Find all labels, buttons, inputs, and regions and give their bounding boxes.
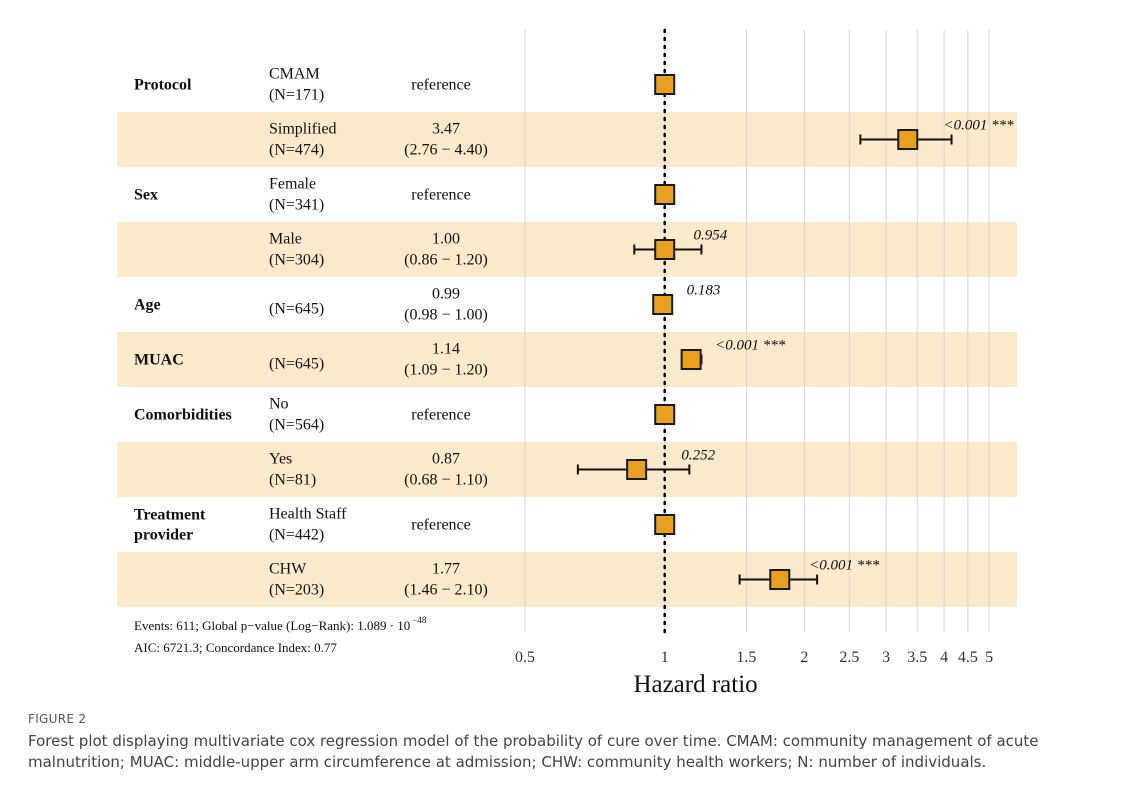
- ci-value: (0.98 − 1.00): [404, 307, 488, 324]
- level-label: CMAM: [269, 66, 320, 83]
- hr-marker: [769, 569, 791, 590]
- level-label: CHW: [269, 561, 307, 578]
- footnote-events: Events: 611; Global p−value (Log−Rank): …: [134, 618, 410, 633]
- p-value: <0.001 ***: [715, 338, 786, 354]
- level-label: Female: [269, 176, 316, 193]
- hr-marker: [654, 514, 676, 535]
- n-label: (N=564): [269, 417, 324, 434]
- x-tick-label: 4: [940, 649, 948, 666]
- x-tick-label: 3: [882, 649, 890, 666]
- x-tick-label: 0.5: [515, 649, 535, 666]
- estimate-value: 0.99: [432, 286, 460, 303]
- estimate-value: 1.77: [432, 561, 460, 578]
- hr-marker: [654, 404, 676, 425]
- n-label: (N=171): [269, 87, 324, 104]
- hr-marker: [654, 184, 676, 205]
- group-label: Sex: [134, 187, 158, 204]
- p-value: 0.252: [681, 448, 715, 464]
- group-label: Comorbidities: [134, 407, 232, 424]
- n-label: (N=645): [269, 301, 324, 318]
- ci-value: (1.46 − 2.10): [404, 582, 488, 599]
- hr-marker: [654, 74, 676, 95]
- figure-caption: Forest plot displaying multivariate cox …: [28, 732, 1039, 771]
- group-label: Age: [134, 297, 161, 314]
- n-label: (N=442): [269, 527, 324, 544]
- p-value: <0.001 ***: [809, 558, 880, 574]
- ci-value: (0.86 − 1.20): [404, 252, 488, 269]
- estimate-value: 3.47: [432, 121, 460, 138]
- hr-marker: [654, 239, 676, 260]
- row-band: [117, 552, 1017, 607]
- n-label: (N=304): [269, 252, 324, 269]
- n-label: (N=645): [269, 356, 324, 373]
- n-label: (N=203): [269, 582, 324, 599]
- p-value: 0.954: [693, 228, 727, 244]
- estimate-value: reference: [411, 517, 471, 534]
- footnote-exponent: −48: [412, 615, 427, 625]
- ci-value: (2.76 − 4.40): [404, 142, 488, 159]
- n-label: (N=474): [269, 142, 324, 159]
- hr-marker: [652, 294, 674, 315]
- estimate-value: reference: [411, 407, 471, 424]
- x-tick-label: 2: [800, 649, 808, 666]
- x-tick-label: 5: [985, 649, 993, 666]
- x-tick-label: 3.5: [907, 649, 927, 666]
- x-tick-label: 2.5: [839, 649, 859, 666]
- x-tick-label: 1.5: [736, 649, 756, 666]
- hr-marker: [626, 459, 648, 480]
- row-band: [117, 442, 1017, 497]
- footnote-aic: AIC: 6721.3; Concordance Index: 0.77: [134, 640, 337, 655]
- group-label: MUAC: [134, 352, 184, 369]
- n-label: (N=81): [269, 472, 316, 489]
- figure-label: FIGURE 2: [28, 712, 87, 726]
- x-axis-label: Hazard ratio: [633, 671, 757, 698]
- p-value: <0.001 ***: [944, 118, 1015, 134]
- level-label: Yes: [269, 451, 292, 468]
- level-label: No: [269, 396, 289, 413]
- level-label: Male: [269, 231, 302, 248]
- ci-value: (0.68 − 1.10): [404, 472, 488, 489]
- n-label: (N=341): [269, 197, 324, 214]
- hr-marker: [680, 349, 702, 370]
- group-label: Protocol: [134, 77, 192, 94]
- p-value: 0.183: [687, 283, 721, 299]
- x-tick-label: 1: [661, 649, 669, 666]
- ci-value: (1.09 − 1.20): [404, 362, 488, 379]
- group-label: Treatment provider: [134, 507, 206, 544]
- estimate-value: reference: [411, 187, 471, 204]
- row-band: [117, 222, 1017, 277]
- row-band: [117, 332, 1017, 387]
- hr-marker: [897, 129, 919, 150]
- level-label: Health Staff: [269, 506, 347, 523]
- estimate-value: 1.00: [432, 231, 460, 248]
- estimate-value: 1.14: [432, 341, 460, 358]
- level-label: Simplified: [269, 121, 337, 138]
- estimate-value: reference: [411, 77, 471, 94]
- x-tick-label: 4.5: [958, 649, 978, 666]
- estimate-value: 0.87: [432, 451, 460, 468]
- forest-plot: Protocol CMAM (N=171) reference Simplified (N…: [117, 28, 1017, 698]
